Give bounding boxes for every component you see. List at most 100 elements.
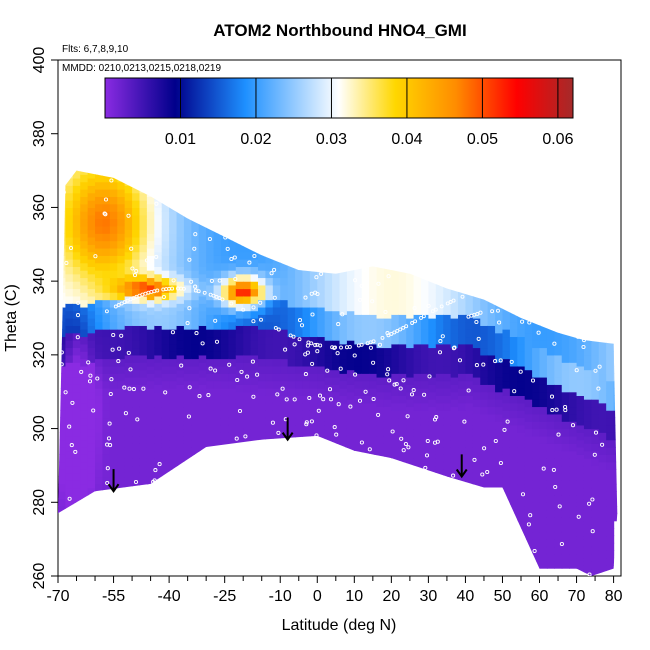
field-cell [591, 332, 600, 341]
field-cell [139, 325, 148, 334]
field-cell [280, 380, 289, 389]
field-cell [450, 458, 459, 467]
observation-point [353, 278, 358, 283]
field-cell [161, 447, 170, 455]
field-cell [161, 262, 170, 271]
field-cell [80, 218, 89, 227]
field-cell [295, 380, 304, 389]
field-cell [280, 329, 289, 338]
field-cell [280, 314, 289, 323]
field-cell [539, 487, 548, 496]
observation-point [123, 411, 128, 416]
field-cell [539, 421, 548, 430]
field-cell [102, 365, 111, 374]
observation-point [310, 312, 315, 317]
field-cell [346, 273, 355, 282]
field-cell [95, 314, 104, 323]
field-cell [539, 472, 548, 481]
x-tick-label: 0 [313, 588, 322, 605]
field-cell [354, 380, 363, 389]
field-cell [146, 240, 155, 249]
observation-point [543, 318, 548, 323]
field-cell [295, 284, 304, 293]
field-cell [561, 450, 570, 459]
field-cell [532, 354, 541, 363]
field-cell [509, 314, 518, 323]
field-cell [406, 369, 415, 378]
field-cell [502, 454, 511, 463]
field-cell [532, 369, 541, 378]
field-cell [317, 306, 326, 315]
observation-point [401, 448, 406, 453]
field-cell [317, 402, 326, 411]
field-cell [539, 517, 548, 525]
field-cell [591, 480, 600, 489]
field-cell [72, 354, 81, 363]
field-cell [198, 244, 207, 253]
field-cell [435, 402, 444, 411]
field-cell [109, 247, 118, 256]
field-cell [309, 402, 318, 411]
field-cell [583, 376, 592, 385]
field-cell [458, 380, 467, 389]
field-cell [220, 432, 229, 441]
field-cell [258, 262, 267, 271]
field-cell [80, 483, 89, 492]
field-cell [465, 417, 474, 426]
field-cell [213, 255, 222, 264]
field-cell [428, 303, 437, 312]
field-cell [613, 432, 618, 441]
observation-point [317, 393, 323, 398]
field-cell [324, 391, 333, 400]
field-cell [584, 576, 592, 584]
field-cell [124, 281, 133, 290]
field-cell [517, 498, 526, 507]
field-cell [606, 373, 615, 382]
field-cell [443, 424, 452, 433]
field-cell [117, 424, 126, 433]
field-cell [428, 325, 437, 334]
x-axis-title: Latitude (deg N) [282, 617, 397, 634]
field-cell [87, 384, 96, 393]
field-cell [58, 469, 67, 478]
field-cell [206, 373, 215, 382]
field-cell [554, 354, 563, 363]
field-cell [176, 435, 185, 444]
field-cell [146, 358, 155, 367]
field-cell [258, 351, 267, 360]
field-cell [80, 247, 89, 256]
field-cell [391, 277, 400, 286]
colorbar-tick-label: 0.05 [467, 131, 498, 148]
field-cell [428, 288, 437, 297]
field-cell [154, 332, 163, 341]
field-cell [346, 391, 355, 400]
field-cell [146, 329, 155, 338]
observation-point [377, 342, 383, 347]
field-cell [176, 406, 185, 415]
field-cell [302, 284, 311, 293]
field-cell [428, 369, 437, 378]
field-cell [524, 318, 533, 326]
field-cell [324, 399, 333, 408]
field-cell [80, 476, 89, 485]
field-cell [146, 321, 155, 330]
field-cell [102, 225, 111, 234]
field-cell [598, 329, 607, 338]
field-cell [272, 247, 281, 256]
field-cell [413, 417, 422, 426]
field-cell [561, 517, 570, 525]
field-cell [272, 432, 281, 441]
field-cell [376, 295, 385, 304]
field-cell [413, 424, 422, 433]
field-cell [80, 181, 89, 190]
field-cell [346, 384, 355, 393]
field-cell [598, 535, 607, 544]
field-cell [420, 351, 429, 360]
field-cell [398, 380, 407, 389]
field-cell [80, 160, 88, 168]
field-cell [524, 531, 533, 540]
field-cell [465, 306, 474, 315]
field-cell [176, 384, 185, 393]
field-cell [495, 303, 504, 312]
